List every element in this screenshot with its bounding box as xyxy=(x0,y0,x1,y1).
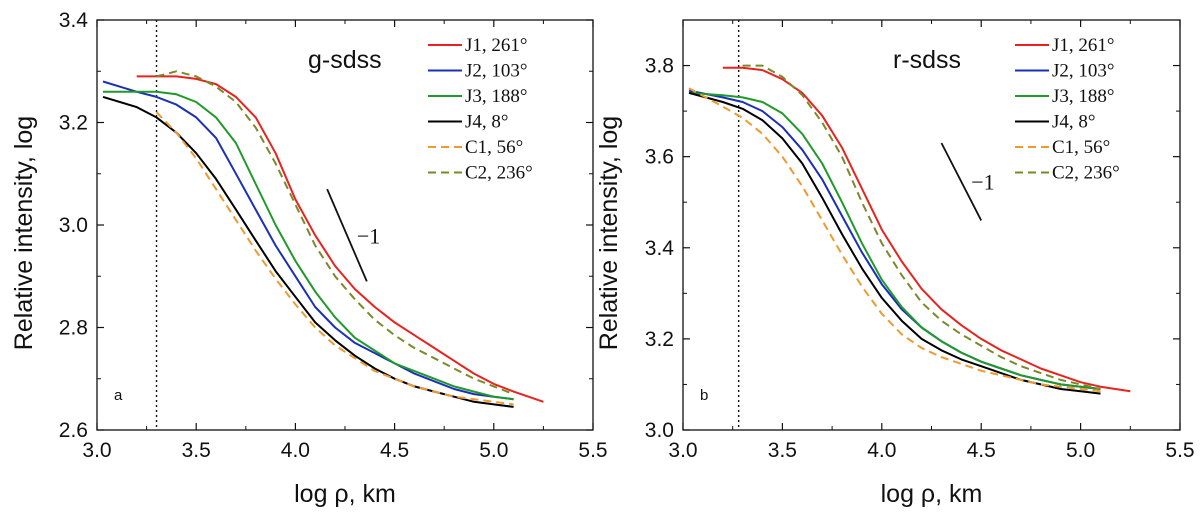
panel-a: 3.0 3.5 4.0 4.5 5.0 5.5 2.6 2.8 3.0 3.2 3.4 log ρ, … xyxy=(10,9,608,508)
x-tick-label: 3.0 xyxy=(82,439,111,462)
y-tick-label: 2.8 xyxy=(59,317,88,340)
x-axis-title: log ρ, km xyxy=(294,480,396,508)
legend-label: C1, 56° xyxy=(465,137,523,158)
legend-label: J1, 261° xyxy=(1052,35,1115,56)
y-tick-label: 2.6 xyxy=(59,419,88,442)
x-tick-label: 5.0 xyxy=(1066,439,1095,462)
x-tick-label: 5.5 xyxy=(1165,439,1194,462)
y-tick-label: 3.0 xyxy=(645,419,674,442)
panel-title: r-sdss xyxy=(893,46,961,74)
x-tick-label: 4.0 xyxy=(867,439,896,462)
series-line-j2 xyxy=(688,89,1101,390)
slope-label: −1 xyxy=(971,170,994,195)
panel-letter: b xyxy=(700,387,708,404)
y-tick-label: 3.4 xyxy=(59,9,89,32)
legend-label: C1, 56° xyxy=(1052,137,1110,158)
plot-frame xyxy=(682,19,1181,431)
series-line-j3 xyxy=(103,90,514,401)
x-tick-label: 3.0 xyxy=(668,439,697,462)
series-line-c2 xyxy=(156,70,514,396)
y-axis-title: Relative intensity, log xyxy=(595,116,623,350)
legend-label: J4, 8° xyxy=(465,112,509,133)
y-tick-label: 3.4 xyxy=(645,237,675,260)
series-line-c1 xyxy=(688,87,1101,393)
slope-label: −1 xyxy=(357,223,380,248)
panel-b: 3.0 3.5 4.0 4.5 5.0 5.5 3.0 3.2 3.4 3.6 3.8 log ρ, … xyxy=(595,19,1195,508)
slope-reference-line xyxy=(326,188,368,282)
legend-label: J4, 8° xyxy=(1052,112,1096,133)
x-tick-label: 4.5 xyxy=(967,439,996,462)
legend-label: J3, 188° xyxy=(465,86,528,107)
series-line-j3 xyxy=(688,91,1101,390)
y-tick-label: 3.0 xyxy=(59,214,88,237)
y-axis-title: Relative intensity, log xyxy=(10,116,38,350)
legend-label: J1, 261° xyxy=(465,35,528,56)
legend-label: C2, 236° xyxy=(465,163,533,184)
series-line-j2 xyxy=(102,80,514,401)
slope-reference-line xyxy=(940,142,983,221)
y-tick-label: 3.8 xyxy=(645,55,674,78)
y-tick-label: 3.2 xyxy=(645,328,674,351)
x-tick-label: 5.0 xyxy=(479,439,508,462)
series-line-c1 xyxy=(155,111,514,406)
series-line-c2 xyxy=(742,64,1101,390)
series-line-j4 xyxy=(688,91,1101,395)
legend-label: J2, 103° xyxy=(465,61,528,82)
y-tick-label: 3.2 xyxy=(59,112,88,135)
x-axis-title: log ρ, km xyxy=(881,480,983,508)
series-line-j1 xyxy=(136,75,544,403)
legend-label: J2, 103° xyxy=(1052,61,1115,82)
legend-label: C2, 236° xyxy=(1052,163,1120,184)
x-tick-label: 5.5 xyxy=(578,439,607,462)
plot-frame xyxy=(96,19,594,431)
x-tick-label: 4.0 xyxy=(281,439,310,462)
panel-title: g-sdss xyxy=(308,46,382,74)
legend-label: J3, 188° xyxy=(1052,86,1115,107)
y-tick-label: 3.6 xyxy=(645,146,674,169)
x-tick-label: 3.5 xyxy=(182,439,211,462)
x-tick-label: 4.5 xyxy=(380,439,409,462)
x-tick-label: 3.5 xyxy=(768,439,797,462)
panel-letter: a xyxy=(114,387,123,404)
